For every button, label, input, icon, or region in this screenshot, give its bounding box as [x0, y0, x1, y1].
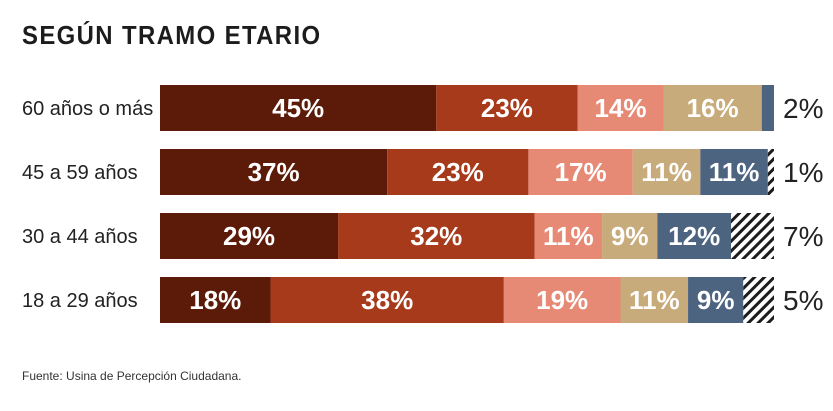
segment-value-label: 12%: [668, 221, 720, 251]
bars-layer: 60 años o más 45% 23% 14% 16% 2% 45 a 59 años 3…: [22, 85, 823, 323]
bar-segment: [534, 213, 603, 259]
bar-segment: [767, 149, 774, 195]
chart-title: SEGÚN TRAMO ETARIO: [22, 20, 322, 50]
outside-value-label: 1%: [783, 157, 823, 188]
bar-segment: [602, 213, 658, 259]
segment-value-label: 11%: [629, 285, 680, 315]
segment-value-label: 23%: [432, 157, 484, 187]
segment-value-label: 11%: [709, 157, 760, 187]
bar-segment: [387, 149, 529, 195]
bar-segment: [503, 277, 621, 323]
category-label: 45 a 59 años: [22, 162, 138, 184]
segment-value-label: 45%: [272, 93, 324, 123]
bar-segment: [620, 277, 689, 323]
bar-segment: [160, 149, 388, 195]
segment-value-label: 32%: [410, 221, 462, 251]
segment-value-label: 16%: [687, 93, 739, 123]
segment-value-label: 29%: [223, 221, 275, 251]
bar-segment: [270, 277, 504, 323]
segment-value-label: 38%: [361, 285, 413, 315]
category-label: 18 a 29 años: [22, 290, 138, 312]
segment-value-label: 18%: [189, 285, 241, 315]
bar-segment: [338, 213, 535, 259]
bar-segment: [577, 85, 664, 131]
category-label: 60 años o más: [22, 98, 153, 120]
bar-segment: [731, 213, 774, 259]
segment-value-label: 23%: [481, 93, 533, 123]
segment-value-label: 17%: [555, 157, 607, 187]
segment-value-label: 14%: [594, 93, 646, 123]
segment-value-label: 11%: [543, 221, 594, 251]
bar-segment: [761, 85, 774, 131]
bar-segment: [743, 277, 774, 323]
bar-segment: [160, 85, 437, 131]
bar-segment: [528, 149, 633, 195]
segment-value-label: 37%: [248, 157, 300, 187]
segment-value-label: 11%: [641, 157, 692, 187]
segment-value-label: 19%: [536, 285, 588, 315]
bar-segment: [657, 213, 732, 259]
bar-segment: [160, 277, 271, 323]
outside-value-label: 2%: [783, 93, 823, 124]
outside-value-label: 7%: [783, 221, 823, 252]
bar-segment: [436, 85, 578, 131]
bar-segment: [632, 149, 701, 195]
source-note: Fuente: Usina de Percepción Ciudadana.: [22, 369, 242, 383]
bar-segment: [160, 213, 339, 259]
bar-segment: [700, 149, 768, 195]
bar-segment: [663, 85, 762, 131]
outside-value-label: 5%: [783, 285, 823, 316]
category-label: 30 a 44 años: [22, 226, 138, 248]
bar-segment: [688, 277, 744, 323]
segment-value-label: 9%: [611, 221, 649, 251]
segment-value-label: 9%: [697, 285, 735, 315]
